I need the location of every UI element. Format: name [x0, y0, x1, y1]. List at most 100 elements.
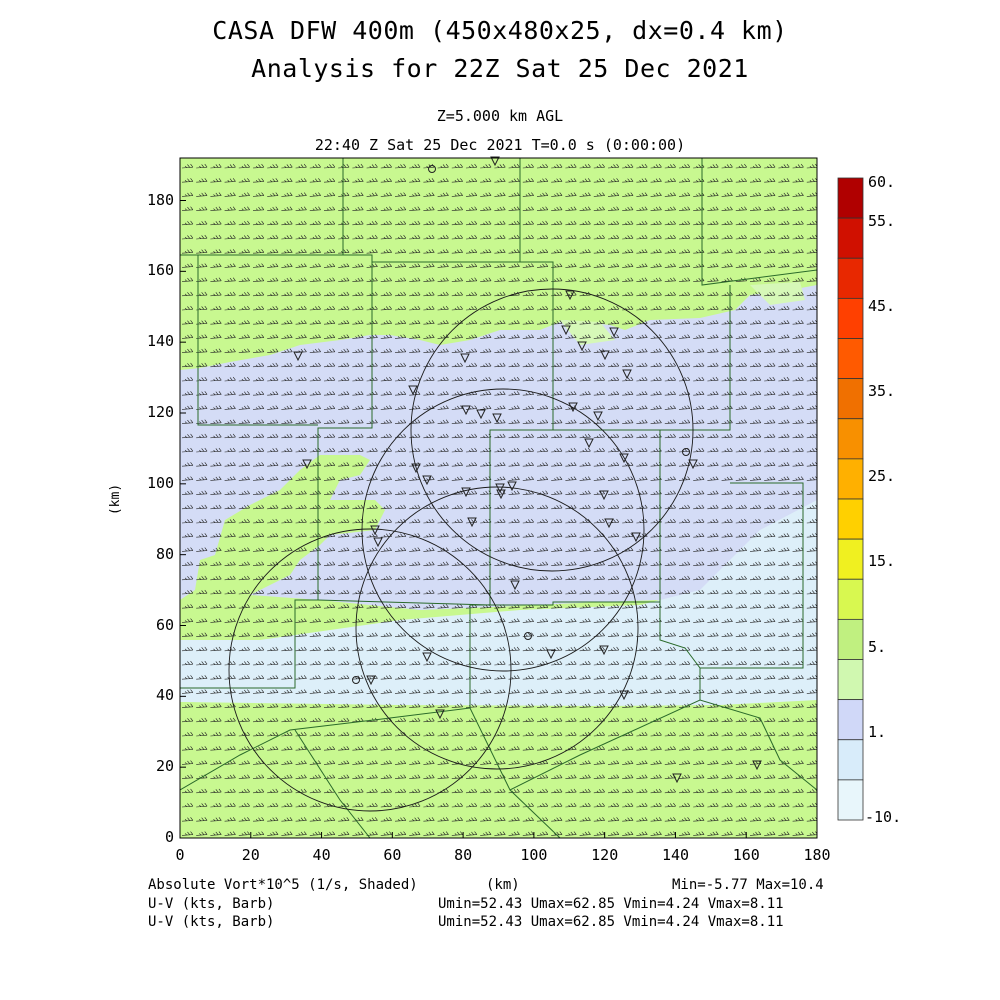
station-marker — [461, 405, 471, 416]
colorbar — [837, 177, 864, 821]
county-boundaries — [180, 158, 817, 838]
station-marker — [631, 532, 641, 543]
colorbar-segment — [837, 458, 864, 500]
valid-time-label: 22:40 Z Sat 25 Dec 2021 T=0.0 s (0:00:00… — [314, 136, 686, 154]
station-marker — [496, 489, 506, 500]
colorbar-segment — [837, 257, 864, 299]
radar-site-marker — [682, 448, 690, 456]
plot-title-line1: CASA DFW 400m (450x480x25, dx=0.4 km) — [212, 16, 788, 45]
plot-frame — [179, 157, 818, 839]
colorbar-label: 25. — [868, 467, 896, 485]
y-tick-label: 0 — [165, 828, 175, 846]
colorbar-label: 35. — [868, 382, 896, 400]
station-marker — [568, 402, 578, 413]
x-tick-label: 60 — [383, 846, 402, 864]
barb-stats-2: Umin=52.43 Umax=62.85 Vmin=4.24 Vmax=8.1… — [438, 914, 784, 930]
colorbar-segment — [837, 618, 864, 660]
y-tick-label: 40 — [156, 686, 175, 705]
colorbar-segment — [837, 699, 864, 741]
x-tick-label: 20 — [241, 846, 260, 864]
colorbar-label: 45. — [868, 297, 896, 315]
station-marker — [507, 481, 517, 492]
x-tick-label: 180 — [803, 846, 831, 864]
x-tick-label: 80 — [454, 846, 473, 864]
radar-site-marker — [428, 165, 436, 173]
y-tick-label: 140 — [147, 332, 175, 351]
station-marker — [373, 537, 383, 548]
colorbar-segment — [837, 297, 864, 339]
station-marker — [600, 350, 610, 361]
station-marker — [492, 413, 502, 424]
station-marker — [467, 517, 477, 528]
radar-ring-center — [361, 388, 645, 672]
station-marker — [370, 525, 380, 536]
barb-label-1: U-V (kts, Barb) — [148, 896, 275, 912]
county-line-1 — [180, 158, 373, 689]
county-line-3 — [701, 158, 817, 286]
field-patch-light-green-2 — [560, 320, 615, 345]
station-marker — [302, 459, 312, 470]
y-tick-label: 180 — [147, 190, 175, 209]
station-marker — [422, 475, 432, 486]
station-marker — [622, 369, 632, 380]
field-name: Absolute Vort*10^5 (1/s, Shaded) — [148, 877, 418, 893]
colorbar-segment — [837, 779, 864, 821]
station-marker — [460, 353, 470, 364]
colorbar-label: 60. — [868, 173, 896, 191]
station-marker — [366, 675, 376, 686]
y-tick-label: 160 — [147, 261, 175, 280]
colorbar-label: 5. — [868, 638, 887, 656]
x-tick-label: 0 — [175, 846, 185, 864]
level-label: Z=5.000 km AGL — [436, 107, 564, 125]
axis-ticks — [179, 200, 818, 839]
barb-stats-1: Umin=52.43 Umax=62.85 Vmin=4.24 Vmax=8.1… — [438, 896, 784, 912]
station-marker — [593, 411, 603, 422]
station-marker — [688, 459, 698, 470]
station-markers — [293, 156, 762, 784]
station-marker — [561, 325, 571, 336]
y-tick-label: 60 — [156, 615, 175, 634]
county-line-12 — [294, 729, 371, 838]
station-marker — [510, 580, 520, 591]
x-tick-label: 100 — [520, 846, 548, 864]
station-marker — [495, 483, 505, 494]
radar-site-marker — [352, 676, 360, 684]
station-marker — [577, 341, 587, 352]
colorbar-segment — [837, 739, 864, 781]
station-marker — [565, 290, 575, 301]
radar-site-marker — [524, 632, 532, 640]
station-marker — [609, 327, 619, 338]
colorbar-label: 15. — [868, 552, 896, 570]
county-line-10 — [317, 599, 491, 606]
colorbar-segment — [837, 378, 864, 420]
station-marker — [752, 760, 762, 771]
radar-ring-northeast — [410, 288, 694, 572]
colorbar-segment — [837, 659, 864, 701]
station-marker — [546, 649, 556, 660]
footer-units-label: (km) — [486, 877, 520, 893]
county-line-13 — [509, 789, 561, 838]
station-marker — [599, 645, 609, 656]
county-line-7 — [553, 285, 731, 431]
station-marker — [293, 351, 303, 362]
station-marker — [435, 709, 445, 720]
colorbar-segment — [837, 217, 864, 259]
field-minmax: Min=-5.77 Max=10.4 — [672, 877, 824, 893]
colorbar-segment — [837, 177, 864, 219]
x-tick-label: 140 — [661, 846, 690, 864]
colorbar-segment — [837, 418, 864, 460]
station-marker — [619, 690, 629, 701]
station-marker — [672, 773, 682, 784]
x-tick-label: 120 — [591, 846, 619, 864]
station-marker — [584, 438, 594, 449]
y-tick-label: 80 — [156, 544, 175, 563]
county-line-8 — [490, 430, 661, 606]
colorbar-label: 1. — [868, 723, 887, 741]
field-patch-light-green — [750, 282, 805, 305]
barb-label-2: U-V (kts, Barb) — [148, 914, 275, 930]
station-marker — [490, 156, 500, 167]
station-marker — [599, 490, 609, 501]
radar-ring-southwest — [228, 528, 512, 812]
station-marker — [422, 652, 432, 663]
